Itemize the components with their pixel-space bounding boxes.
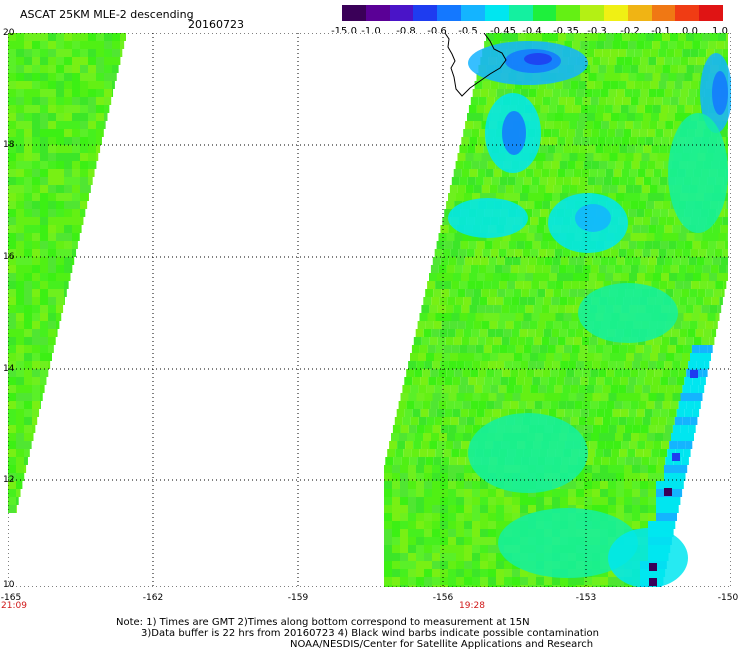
colorbar-label: -0.4 xyxy=(522,26,542,37)
colorbar-label: -15.0 xyxy=(331,26,357,37)
colorbar-label: -0.5 xyxy=(458,26,478,37)
wind-anomalies xyxy=(448,41,731,587)
hawaii-coastline xyxy=(444,33,507,97)
colorbar-segment xyxy=(627,5,652,21)
colorbar-segment xyxy=(437,5,462,21)
latitude-label: 16 xyxy=(3,252,15,262)
colorbar-label: 1.0 xyxy=(712,26,728,37)
colorbar-segment xyxy=(461,5,485,21)
colorbar-label: -0.6 xyxy=(427,26,447,37)
map-date: 20160723 xyxy=(188,18,244,31)
longitude-label: -162 xyxy=(142,593,164,603)
note-line-3: NOAA/NESDIS/Center for Satellite Applica… xyxy=(290,639,594,650)
colorbar-segment xyxy=(532,5,557,21)
longitude-label: -165 xyxy=(0,593,22,603)
longitude-label: -159 xyxy=(287,593,309,603)
longitude-label: -156 xyxy=(432,593,454,603)
colorbar-label: -0.2 xyxy=(620,26,640,37)
colorbar-segment xyxy=(508,5,533,21)
colorbar-segment xyxy=(675,5,700,21)
colorbar-segment xyxy=(342,5,366,21)
colorbar-label: -1.0 xyxy=(361,26,381,37)
latitude-label: 12 xyxy=(3,475,15,485)
map-plot xyxy=(8,33,731,587)
colorbar-segment xyxy=(365,5,390,21)
colorbar-segment xyxy=(603,5,628,21)
colorbar-label: -0.3 xyxy=(587,26,607,37)
latitude-label: 10 xyxy=(3,580,15,590)
note-line-1: Note: 1) Times are GMT 2)Times along bot… xyxy=(116,617,530,628)
colorbar xyxy=(342,5,723,21)
time-label: 21:09 xyxy=(1,601,27,611)
note-line-2: 3)Data buffer is 22 hrs from 20160723 4)… xyxy=(141,628,599,639)
longitude-label: -153 xyxy=(575,593,597,603)
colorbar-label: -0.1 xyxy=(651,26,671,37)
colorbar-segment xyxy=(389,5,414,21)
map-title: ASCAT 25KM MLE-2 descending xyxy=(20,8,194,21)
latitude-label: 14 xyxy=(3,364,15,374)
colorbar-segment xyxy=(556,5,581,21)
lat-lon-grid xyxy=(8,33,731,587)
colorbar-segment xyxy=(484,5,509,21)
colorbar-label: -0.35 xyxy=(553,26,579,37)
latitude-label: 18 xyxy=(3,140,15,150)
colorbar-label: -0.8 xyxy=(396,26,416,37)
swath-left xyxy=(8,33,126,513)
time-label: 19:28 xyxy=(459,601,485,611)
colorbar-segment xyxy=(651,5,676,21)
longitude-label: -150 xyxy=(717,593,739,603)
colorbar-label: 0.0 xyxy=(682,26,698,37)
colorbar-label: -0.45 xyxy=(490,26,516,37)
colorbar-segment xyxy=(413,5,438,21)
latitude-label: 20 xyxy=(3,28,15,38)
colorbar-segment xyxy=(580,5,604,21)
colorbar-segment xyxy=(699,5,723,21)
